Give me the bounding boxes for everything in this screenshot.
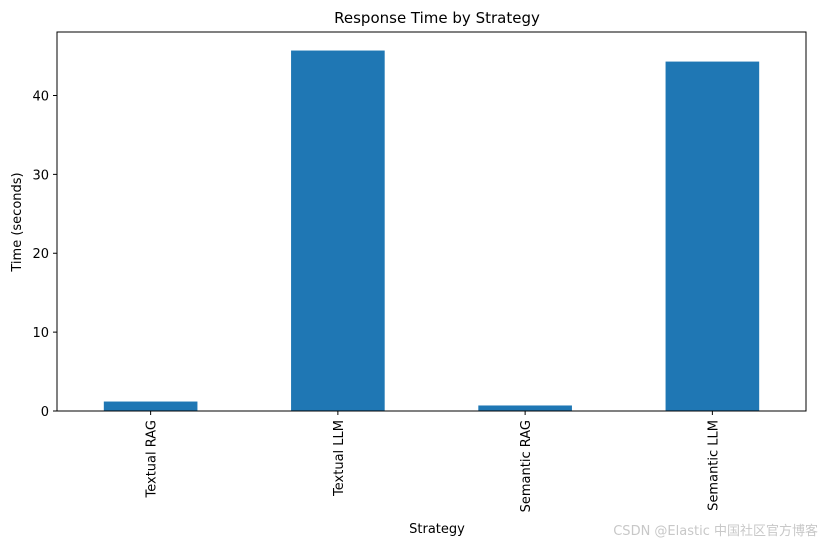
x-tick-label: Semantic LLM <box>706 420 721 511</box>
y-tick-label: 40 <box>32 89 49 104</box>
y-axis-label: Time (seconds) <box>10 172 25 272</box>
x-tick-label: Semantic RAG <box>519 420 534 512</box>
y-axis-ticks: 0 10 20 30 40 <box>32 89 57 420</box>
bar-semantic-llm <box>665 61 760 412</box>
y-tick-label: 20 <box>32 247 49 262</box>
plot-frame <box>56 31 807 412</box>
x-axis-ticks: Textual RAG Textual LLM Semantic RAG Semant… <box>145 411 721 512</box>
bar-semantic-rag <box>478 405 572 411</box>
chart-title: Response Time by Strategy <box>334 9 540 27</box>
bar-textual-rag <box>103 401 198 411</box>
watermark: CSDN @Elastic 中国社区官方博客 <box>613 523 818 539</box>
bars-group <box>103 50 760 412</box>
x-tick-label: Textual RAG <box>145 420 160 499</box>
x-tick-label: Textual LLM <box>332 420 347 497</box>
y-tick-label: 30 <box>32 168 49 183</box>
y-tick-label: 10 <box>32 326 49 341</box>
y-tick-label: 0 <box>41 405 49 420</box>
bar-textual-llm <box>291 50 385 412</box>
x-axis-label: Strategy <box>409 522 465 537</box>
